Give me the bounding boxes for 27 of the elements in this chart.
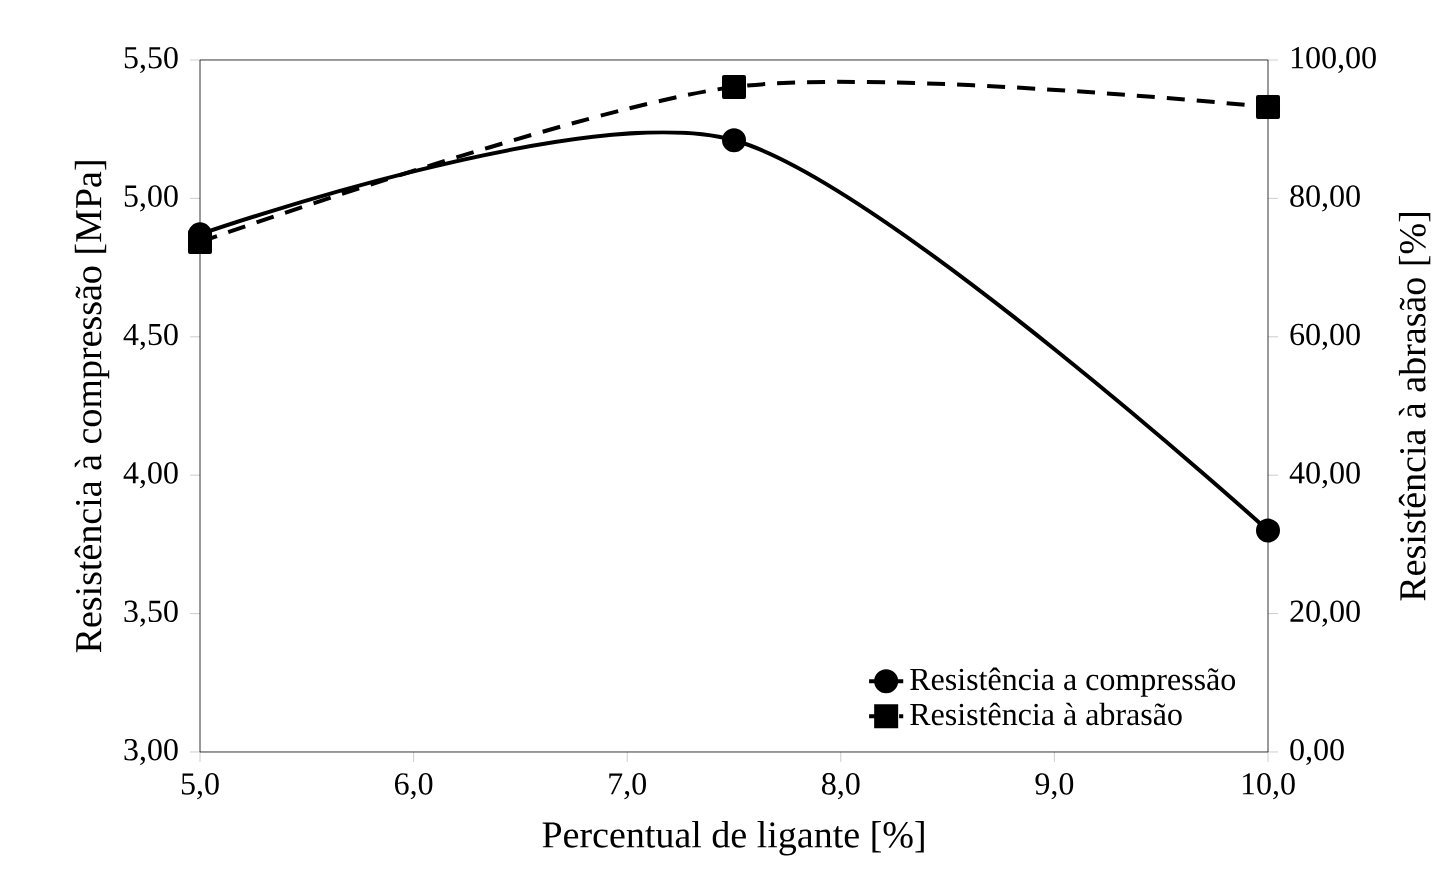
point (722, 128, 747, 153)
y2-tick-label: 40,00 (1289, 462, 1360, 489)
y2-tick-label: 80,00 (1290, 185, 1360, 212)
y2-axis-title: Resistência à abrasão [%] (1398, 213, 1431, 601)
y-tick-label: 5,50 (124, 46, 178, 74)
x-tick-label: 5,0 (181, 773, 219, 800)
x-tick-label: 10,0 (1242, 773, 1295, 800)
y2-tick-label: 60,00 (1290, 323, 1360, 350)
point (1256, 518, 1280, 543)
y-tick-label: 5,00 (124, 185, 178, 212)
point (1256, 95, 1280, 120)
x-tick-label: 7,0 (609, 773, 646, 800)
y2-tick-label: 0,00 (1290, 738, 1344, 766)
x-tick-label: 6,0 (394, 773, 433, 800)
x-tick-label: 9,0 (1035, 773, 1074, 800)
y-tick-label: 4,50 (123, 323, 178, 350)
y-axis-title: Resistência à compressão [MPa] (74, 161, 110, 653)
point (722, 74, 747, 99)
y-tick-label: 3,50 (124, 600, 178, 627)
x-tick-label: 8,0 (822, 773, 860, 800)
y-tick-label: 3,00 (124, 738, 178, 766)
x-axis-title: Percentual de ligante [%] (542, 821, 924, 856)
legend-label: Resistência à abrasão (910, 702, 1182, 726)
legend-label: Resistência a compressão (910, 667, 1236, 697)
y2-tick-label: 20,00 (1290, 600, 1360, 627)
y2-tick-label: 100,00 (1291, 46, 1376, 74)
y-tick-label: 4,00 (123, 462, 178, 489)
